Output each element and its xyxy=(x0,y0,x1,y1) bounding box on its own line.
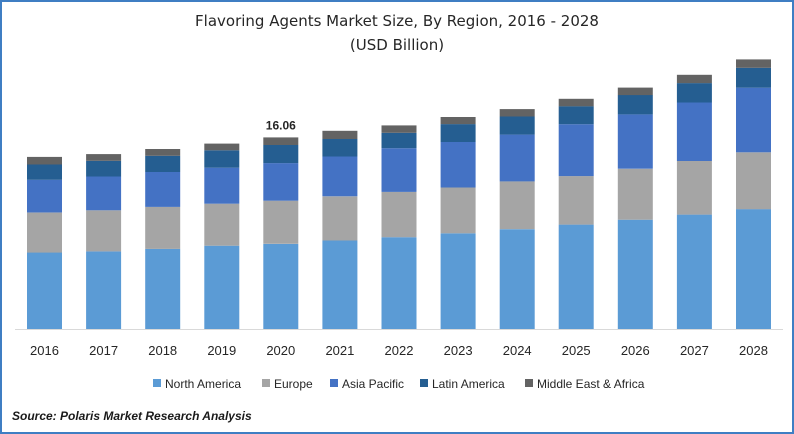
x-tick-label-2016: 2016 xyxy=(30,343,59,358)
bar-latin-america-2023 xyxy=(440,124,476,142)
x-tick-label-2022: 2022 xyxy=(385,343,414,358)
bar-north-america-2016 xyxy=(27,252,62,329)
legend-swatch-middle-east-africa xyxy=(525,379,533,387)
bar-latin-america-2021 xyxy=(322,139,358,157)
bar-north-america-2017 xyxy=(86,251,122,329)
legend-label-europe: Europe xyxy=(274,377,313,391)
bar-north-america-2019 xyxy=(204,245,240,329)
bar-latin-america-2016 xyxy=(27,164,62,180)
bar-latin-america-2028 xyxy=(736,67,771,88)
bar-middle-east-africa-2025 xyxy=(558,98,594,107)
bar-europe-2017 xyxy=(86,210,122,252)
bar-asia-pacific-2028 xyxy=(736,87,771,153)
bar-latin-america-2020 xyxy=(263,145,299,164)
x-tick-label-2023: 2023 xyxy=(444,343,473,358)
x-tick-label-2026: 2026 xyxy=(621,343,650,358)
bar-asia-pacific-2019 xyxy=(204,167,240,204)
bar-middle-east-africa-2024 xyxy=(499,109,535,117)
x-tick-label-2020: 2020 xyxy=(266,343,295,358)
bar-asia-pacific-2022 xyxy=(381,148,417,192)
bar-asia-pacific-2025 xyxy=(558,124,594,177)
bar-europe-2020 xyxy=(263,200,299,244)
bar-latin-america-2018 xyxy=(145,155,181,172)
bar-north-america-2026 xyxy=(617,219,653,329)
source-note: Source: Polaris Market Research Analysis xyxy=(12,409,252,423)
bar-europe-2024 xyxy=(499,181,535,230)
bar-europe-2027 xyxy=(676,161,712,215)
bar-middle-east-africa-2026 xyxy=(617,87,653,96)
bar-europe-2026 xyxy=(617,168,653,220)
bar-middle-east-africa-2023 xyxy=(440,117,476,125)
bar-europe-2016 xyxy=(27,212,62,253)
bar-europe-2028 xyxy=(736,152,771,210)
bar-middle-east-africa-2019 xyxy=(204,143,240,151)
bar-latin-america-2024 xyxy=(499,116,535,135)
bar-middle-east-africa-2016 xyxy=(27,156,62,165)
bar-asia-pacific-2018 xyxy=(145,172,181,207)
bar-north-america-2028 xyxy=(736,209,771,329)
bar-latin-america-2027 xyxy=(676,83,712,103)
x-tick-label-2024: 2024 xyxy=(503,343,532,358)
bar-north-america-2025 xyxy=(558,224,594,329)
bar-europe-2023 xyxy=(440,187,476,234)
x-tick-label-2018: 2018 xyxy=(148,343,177,358)
legend-swatch-asia-pacific xyxy=(330,379,338,387)
bar-asia-pacific-2021 xyxy=(322,156,358,197)
bar-europe-2018 xyxy=(145,206,181,249)
bar-europe-2025 xyxy=(558,176,594,225)
bar-latin-america-2017 xyxy=(86,160,122,177)
bar-asia-pacific-2023 xyxy=(440,142,476,188)
bar-middle-east-africa-2020 xyxy=(263,137,299,145)
legend-label-latin-america: Latin America xyxy=(432,377,505,391)
bar-north-america-2021 xyxy=(322,240,358,329)
legend-swatch-latin-america xyxy=(420,379,428,387)
bar-europe-2021 xyxy=(322,196,358,241)
bar-north-america-2018 xyxy=(145,248,181,329)
bar-middle-east-africa-2021 xyxy=(322,130,358,139)
bar-latin-america-2026 xyxy=(617,95,653,115)
bar-europe-2019 xyxy=(204,203,240,246)
bar-middle-east-africa-2017 xyxy=(86,154,122,161)
bar-north-america-2027 xyxy=(676,214,712,329)
bar-north-america-2023 xyxy=(440,233,476,329)
bar-asia-pacific-2020 xyxy=(263,163,299,201)
bar-middle-east-africa-2027 xyxy=(676,74,712,84)
bar-north-america-2024 xyxy=(499,229,535,329)
legend-label-middle-east-africa: Middle East & Africa xyxy=(537,377,645,391)
bar-north-america-2020 xyxy=(263,243,299,329)
legend-label-north-america: North America xyxy=(165,377,241,391)
x-tick-label-2017: 2017 xyxy=(89,343,118,358)
bar-latin-america-2025 xyxy=(558,106,594,125)
chart-title: Flavoring Agents Market Size, By Region,… xyxy=(195,12,599,30)
bar-latin-america-2019 xyxy=(204,150,240,168)
bar-latin-america-2022 xyxy=(381,132,417,149)
data-label-2020: 16.06 xyxy=(266,118,296,132)
bar-north-america-2022 xyxy=(381,237,417,329)
bar-europe-2022 xyxy=(381,191,417,238)
x-tick-label-2027: 2027 xyxy=(680,343,709,358)
x-tick-label-2021: 2021 xyxy=(325,343,354,358)
legend-label-asia-pacific: Asia Pacific xyxy=(342,377,404,391)
bar-asia-pacific-2026 xyxy=(617,114,653,169)
bar-middle-east-africa-2018 xyxy=(145,149,181,156)
chart-subtitle: (USD Billion) xyxy=(349,36,445,54)
x-tick-label-2019: 2019 xyxy=(207,343,236,358)
bar-asia-pacific-2017 xyxy=(86,176,122,211)
x-tick-label-2025: 2025 xyxy=(562,343,591,358)
bar-middle-east-africa-2028 xyxy=(736,59,771,68)
bar-middle-east-africa-2022 xyxy=(381,125,417,133)
legend-swatch-north-america xyxy=(153,379,161,387)
bar-asia-pacific-2016 xyxy=(27,179,62,213)
x-tick-label-2028: 2028 xyxy=(739,343,768,358)
legend-swatch-europe xyxy=(262,379,270,387)
bar-asia-pacific-2024 xyxy=(499,134,535,182)
bar-asia-pacific-2027 xyxy=(676,102,712,161)
